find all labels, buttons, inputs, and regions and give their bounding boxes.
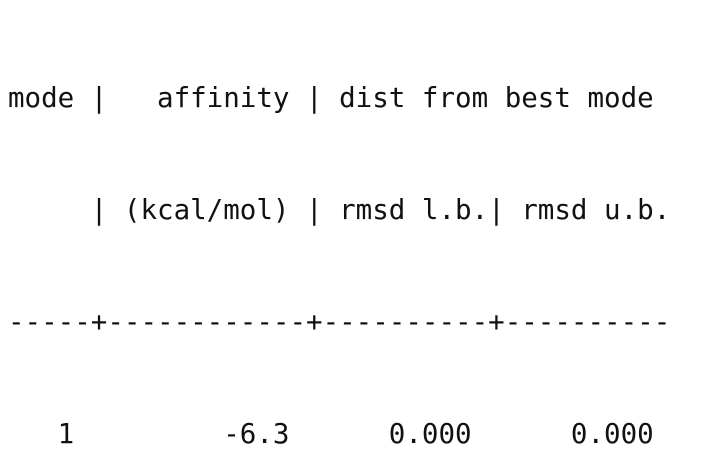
affinity-cell: -6.3: [74, 418, 290, 451]
table-row: 1 -6.3 0.000 0.000: [8, 416, 726, 451]
header-line-2: | (kcal/mol) | rmsd l.b.| rmsd u.b.: [8, 194, 671, 227]
mode-cell: 1: [8, 418, 75, 451]
rmsd-lb-cell: 0.000: [289, 418, 472, 451]
header-line-1: mode | affinity | dist from best mode: [8, 81, 654, 114]
rmsd-ub-cell: 0.000: [471, 418, 654, 451]
results-rows: 1 -6.3 0.000 0.000 2 -5.7 1.451 2.070 3 …: [8, 416, 726, 451]
header-separator: -----+------------+----------+----------: [8, 306, 671, 339]
